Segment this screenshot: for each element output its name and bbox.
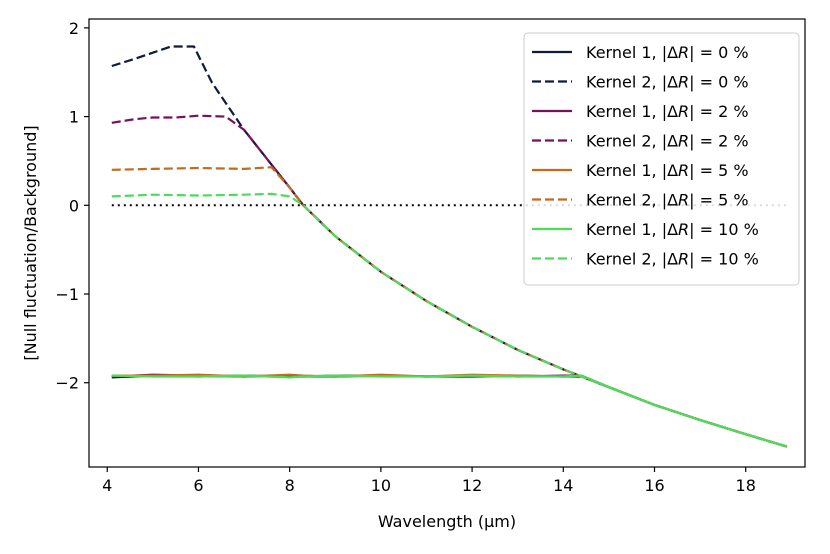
- legend-label-3: Kernel 1, |ΔR| = 2 %: [586, 102, 749, 121]
- x-tick-label: 10: [371, 476, 391, 495]
- x-axis-label: Wavelength (μm): [378, 512, 516, 531]
- legend: Kernel 1, |ΔR| = 0 % Kernel 2, |ΔR| = 0 %…: [523, 32, 800, 286]
- series-line-7: [111, 374, 788, 448]
- series-line-8: [111, 192, 788, 448]
- x-tick-label: 14: [553, 476, 573, 495]
- x-tick-label: 12: [462, 476, 482, 495]
- legend-label-4: Kernel 2, |ΔR| = 2 %: [586, 132, 749, 151]
- series-line-5: [111, 373, 788, 448]
- y-tick-label: −1: [55, 285, 79, 304]
- x-tick-label: 16: [644, 476, 664, 495]
- y-tick-label: 2: [69, 19, 79, 38]
- legend-label-8: Kernel 2, |ΔR| = 10 %: [586, 250, 759, 269]
- y-axis-label: [Null fluctuation/Background]: [21, 125, 40, 360]
- x-tick-label: 6: [193, 476, 203, 495]
- x-tick-label: 8: [285, 476, 295, 495]
- x-tick-label: 18: [736, 476, 756, 495]
- x-tick-label: 4: [102, 476, 112, 495]
- legend-label-7: Kernel 1, |ΔR| = 10 %: [586, 220, 759, 239]
- legend-label-2: Kernel 2, |ΔR| = 0 %: [586, 73, 749, 92]
- plot-frame: [88, 18, 806, 468]
- y-axis: −2 −1 0 1 2: [55, 19, 89, 393]
- series-line-1: [111, 374, 788, 448]
- y-tick-label: 0: [69, 196, 79, 215]
- legend-label-6: Kernel 2, |ΔR| = 5 %: [586, 191, 749, 210]
- y-tick-label: 1: [69, 108, 79, 127]
- legend-label-5: Kernel 1, |ΔR| = 5 %: [586, 161, 749, 180]
- legend-label-1: Kernel 1, |ΔR| = 0 %: [586, 43, 749, 62]
- legend-frame: [523, 32, 800, 286]
- series-layer: [111, 45, 788, 448]
- y-tick-label: −2: [55, 374, 79, 393]
- series-line-3: [111, 373, 788, 448]
- x-axis: 4 6 8 10 12 14 16 18: [102, 467, 756, 495]
